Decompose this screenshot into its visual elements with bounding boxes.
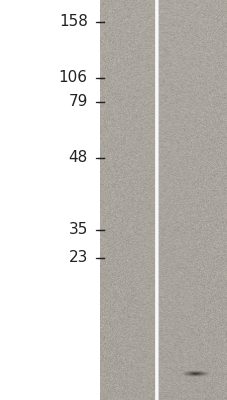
- Text: 48: 48: [68, 150, 87, 166]
- Text: 79: 79: [68, 94, 87, 110]
- Text: 106: 106: [59, 70, 87, 86]
- Text: 23: 23: [68, 250, 87, 266]
- Text: 35: 35: [68, 222, 87, 238]
- Text: 106: 106: [59, 70, 87, 86]
- Text: 23: 23: [68, 250, 87, 266]
- Text: 158: 158: [59, 14, 87, 30]
- Text: 79: 79: [68, 94, 87, 110]
- Text: 158: 158: [59, 14, 87, 30]
- Text: 48: 48: [68, 150, 87, 166]
- Bar: [0, 0, 98, 400]
- Text: 35: 35: [68, 222, 87, 238]
- Bar: [154, 0, 157, 400]
